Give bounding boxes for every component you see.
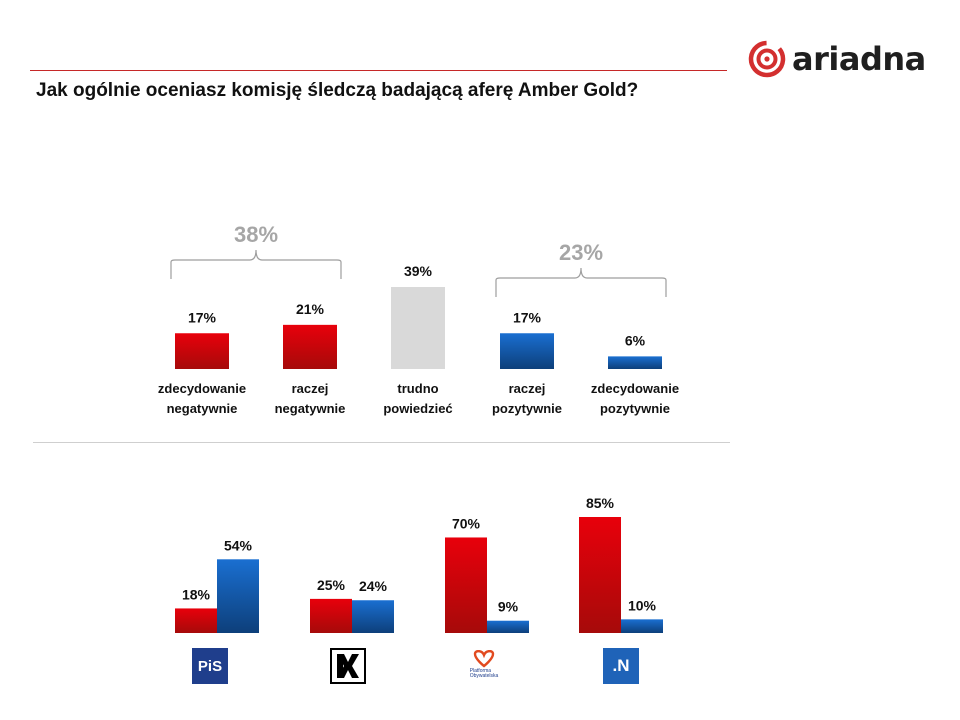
- category-label-5-1: zdecydowanie: [591, 381, 679, 396]
- ariadna-logo: ariadna: [748, 38, 926, 80]
- party-value-label-2-1: 54%: [224, 537, 253, 553]
- ariadna-logo-text: ariadna: [792, 40, 926, 78]
- category-label-1-1: zdecydowanie: [158, 381, 246, 396]
- party-value-label-1-1: 18%: [182, 586, 211, 602]
- survey-question-title: Jak ogólnie oceniasz komisję śledczą bad…: [36, 80, 639, 101]
- bar-1: [175, 333, 229, 369]
- header-rule: [30, 70, 727, 71]
- party-bar-positive-1: [217, 559, 259, 633]
- bar-3: [391, 287, 445, 369]
- party-value-label-1-4: 85%: [586, 495, 615, 511]
- kukiz-logo: [330, 648, 366, 684]
- platforma-obywatelska-logo: Platforma Obywatelska: [466, 646, 502, 682]
- party-bar-negative-2: [310, 598, 352, 633]
- party-bar-positive-2: [352, 600, 394, 633]
- bar-value-label-2: 21%: [296, 301, 325, 317]
- nowoczesna-logo: .N: [603, 648, 639, 684]
- category-label-1-2: negatywnie: [167, 401, 238, 416]
- bar-4: [500, 333, 554, 369]
- bar-5: [608, 356, 662, 369]
- category-label-5-2: pozytywnie: [600, 401, 670, 416]
- category-label-3-2: powiedzieć: [383, 401, 452, 416]
- category-label-4-1: raczej: [509, 381, 546, 396]
- category-label-2-2: negatywnie: [275, 401, 346, 416]
- group-bracket-2: [495, 267, 667, 297]
- party-bar-negative-4: [579, 517, 621, 633]
- po-logo-text: Platforma Obywatelska: [469, 667, 499, 679]
- category-label-4-2: pozytywnie: [492, 401, 562, 416]
- party-bar-positive-4: [621, 619, 663, 633]
- category-label-3-1: trudno: [397, 381, 438, 396]
- group-total-label-1: 38%: [234, 222, 278, 247]
- section-divider: [33, 442, 730, 443]
- party-value-label-2-3: 9%: [498, 599, 519, 615]
- party-bar-negative-3: [445, 537, 487, 633]
- pis-logo: PiS: [192, 648, 228, 684]
- bar-2: [283, 324, 337, 369]
- kukiz-cross-icon: [337, 654, 359, 678]
- bar-value-label-4: 17%: [513, 309, 542, 325]
- party-value-label-2-4: 10%: [628, 597, 657, 613]
- party-value-label-2-2: 24%: [359, 578, 388, 594]
- group-total-label-2: 23%: [559, 240, 603, 265]
- party-value-label-1-2: 25%: [317, 577, 346, 593]
- party-value-label-1-3: 70%: [452, 515, 481, 531]
- group-bracket-1: [170, 249, 342, 279]
- party-bar-negative-1: [175, 608, 217, 633]
- category-label-2-1: raczej: [292, 381, 329, 396]
- ariadna-logo-icon: [748, 40, 786, 78]
- po-heart-icon: [473, 649, 495, 668]
- bar-value-label-5: 6%: [625, 332, 646, 348]
- bar-value-label-1: 17%: [188, 309, 217, 325]
- bar-value-label-3: 39%: [404, 263, 433, 279]
- party-bar-positive-3: [487, 620, 529, 633]
